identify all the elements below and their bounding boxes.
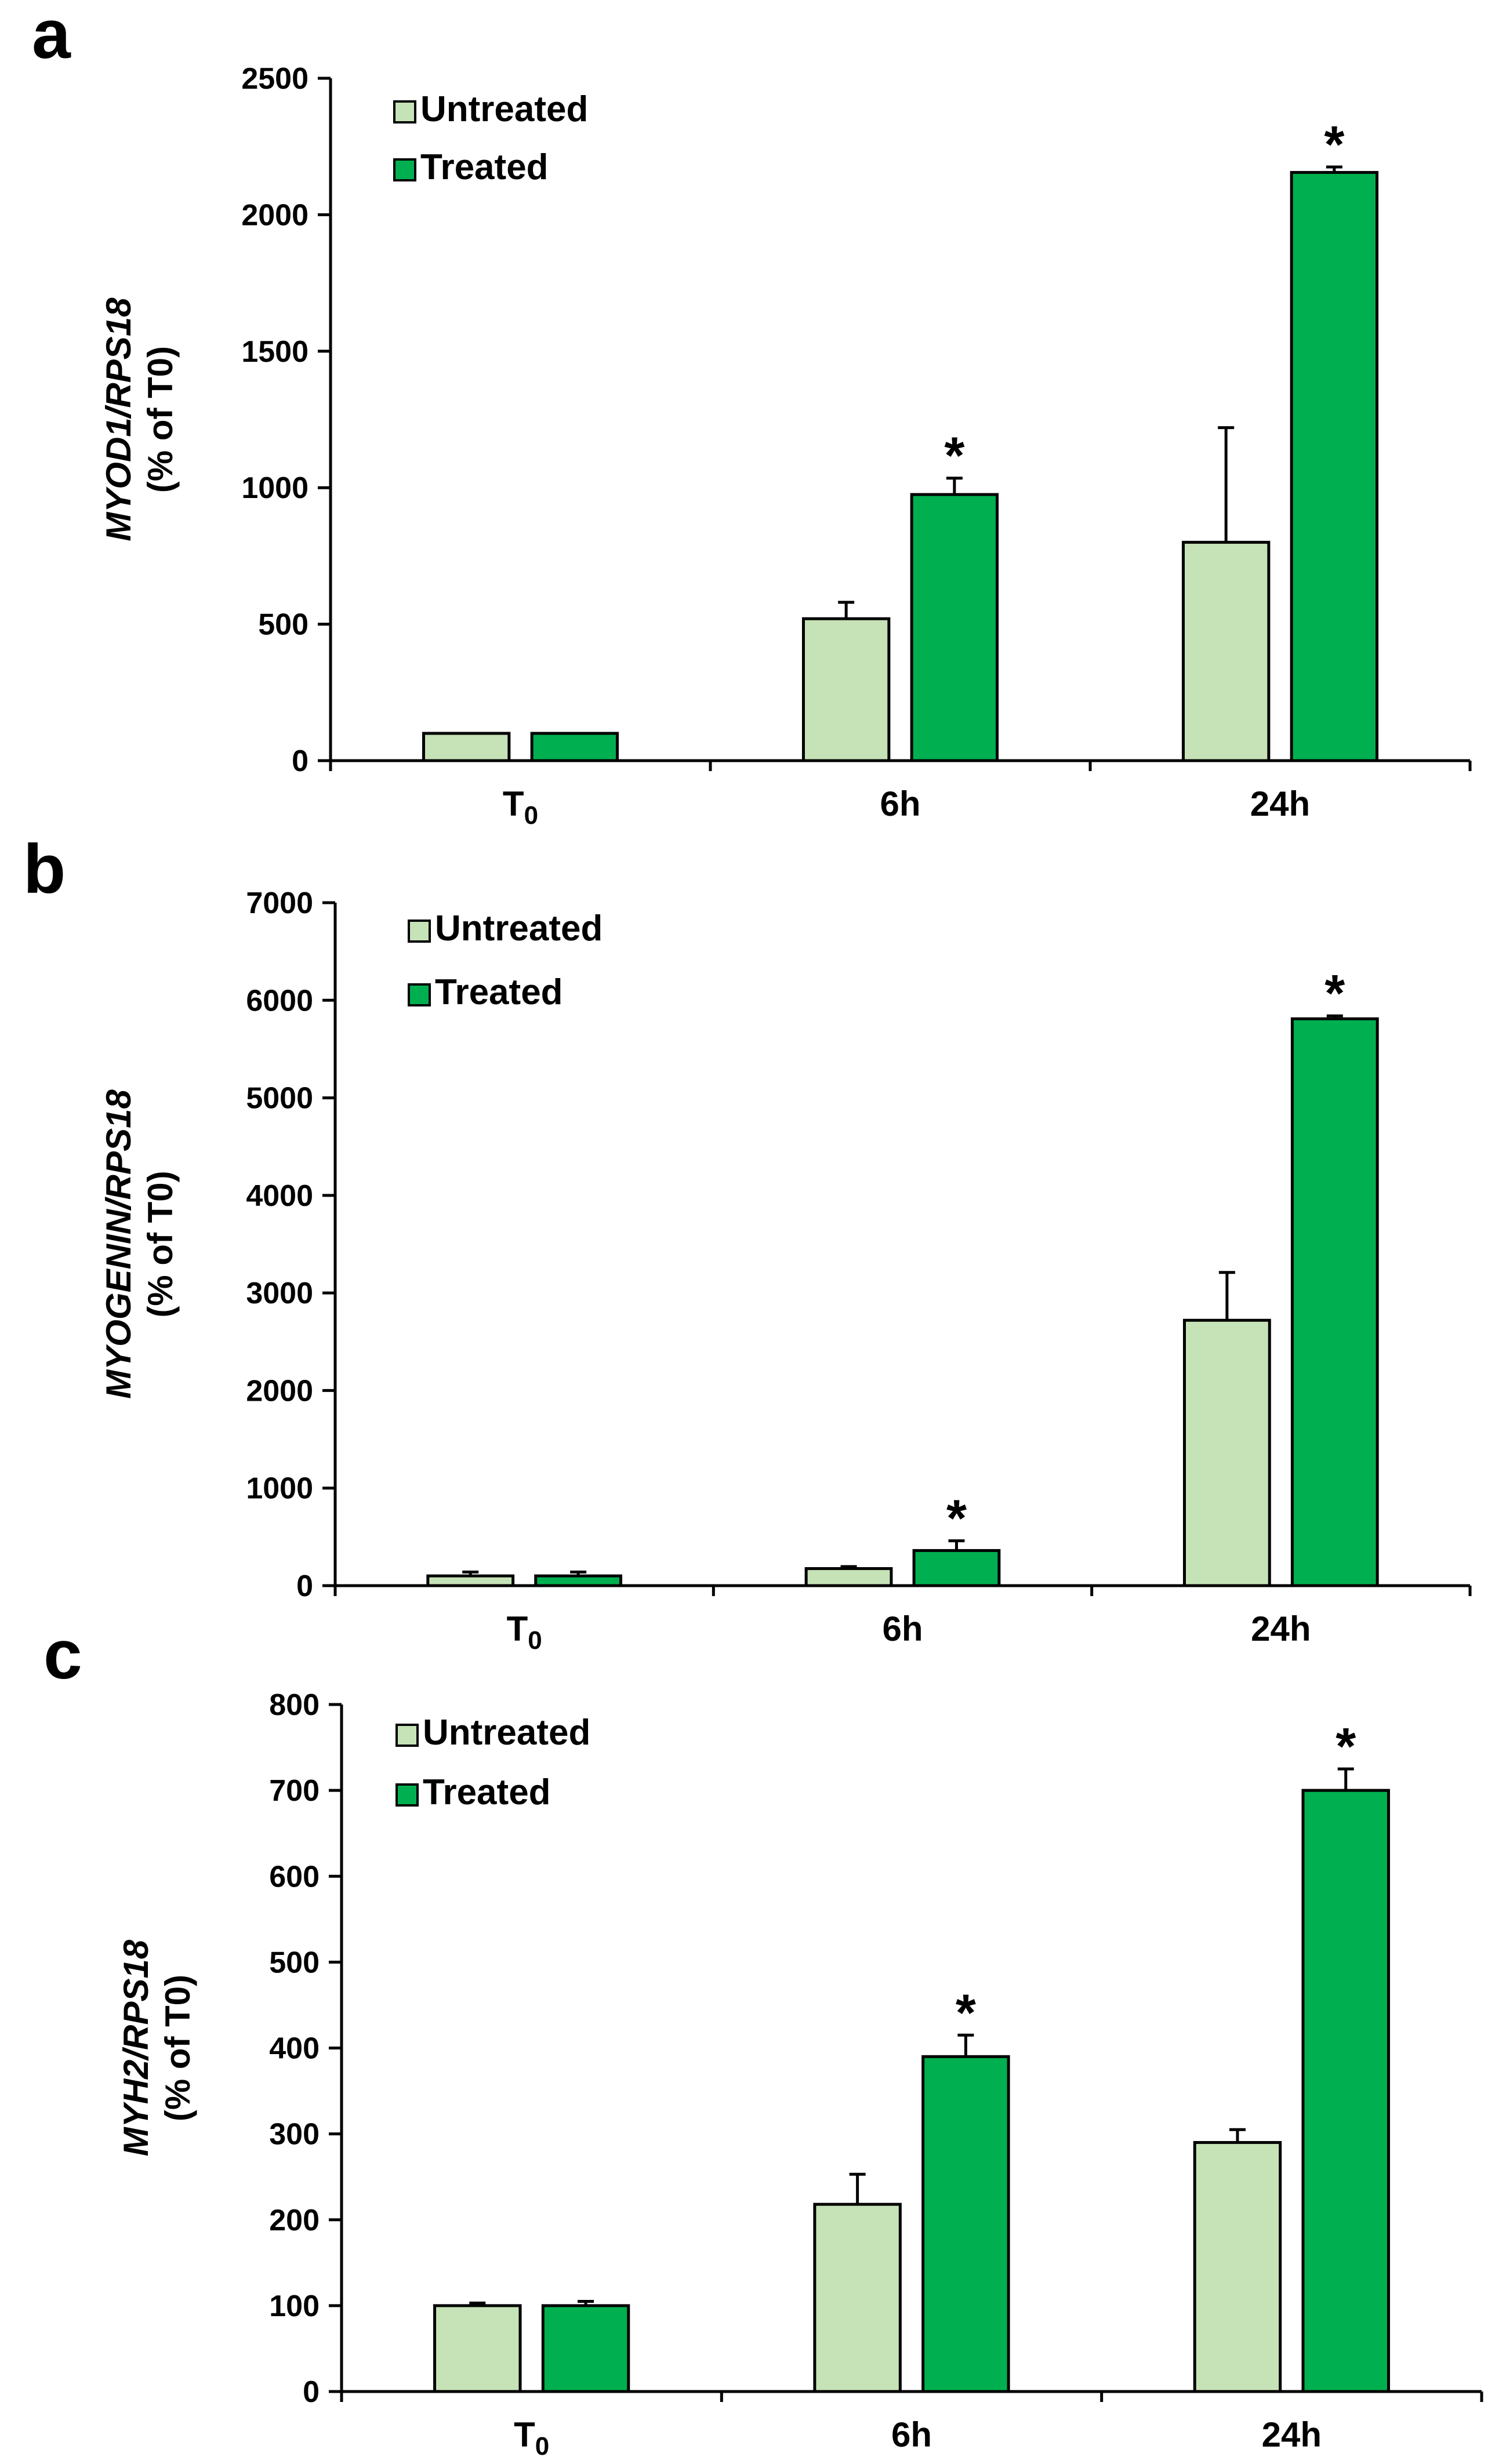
legend-label-treated: Treated xyxy=(420,147,549,187)
bar-untreated-24h xyxy=(1193,2140,1282,2393)
y-tick-label: 0 xyxy=(292,744,309,778)
y-tick-label: 600 xyxy=(269,1860,320,1894)
bar-untreated-6h xyxy=(801,617,891,762)
y-tick-label: 200 xyxy=(269,2204,320,2237)
x-tick-label-main: 24h xyxy=(1251,1609,1311,1648)
legend-label-untreated: Untreated xyxy=(435,908,603,948)
bar-treated-6h xyxy=(921,2055,1010,2393)
bar-untreated-24h xyxy=(1181,540,1271,762)
panel-letter: b xyxy=(23,830,66,908)
bar-treated-6h xyxy=(910,493,999,762)
y-tick-label: 2000 xyxy=(246,1374,313,1408)
y-tick-label: 0 xyxy=(303,2375,320,2409)
x-tick-label-main: 6h xyxy=(880,784,920,823)
y-tick-label: 5000 xyxy=(246,1082,313,1115)
x-tick-label-subscript: 0 xyxy=(524,801,538,830)
legend-label-untreated: Untreated xyxy=(423,1713,590,1753)
y-tick-label: 2500 xyxy=(241,62,309,96)
x-tick-label-subscript: 0 xyxy=(528,1626,542,1655)
y-tick-label: 6000 xyxy=(246,984,313,1017)
x-tick-label: T0 xyxy=(503,784,538,830)
panel-letter: a xyxy=(32,0,71,73)
x-tick-label: 6h xyxy=(891,2415,932,2454)
chart-panel-c: c 0 100 200 300 400 500 600 700 800 MYH2/RPS18(% o… xyxy=(43,1616,1483,2461)
bar-treated-t xyxy=(541,2304,630,2393)
x-tick-label: T0 xyxy=(507,1609,542,1655)
x-tick-label-main: 24h xyxy=(1262,2415,1322,2454)
legend-label-treated: Treated xyxy=(435,972,563,1012)
chart-panel-a: a 0 500 1000 1500 2000 2500 MYOD1/RPS18(% of T0… xyxy=(32,0,1472,830)
bar-treated-6h xyxy=(912,1549,1001,1587)
bar-untreated-t xyxy=(433,2304,522,2393)
y-tick-label: 1000 xyxy=(241,471,309,505)
x-tick-label-main: T xyxy=(503,784,524,823)
x-tick-label-main: 6h xyxy=(882,1609,923,1648)
y-tick-label: 1500 xyxy=(241,335,309,369)
y-tick-label: 800 xyxy=(269,1688,320,1722)
y-tick-label: 500 xyxy=(258,608,309,642)
significance-marker: * xyxy=(1324,116,1344,174)
y-tick-label: 100 xyxy=(269,2289,320,2323)
y-tick-label: 0 xyxy=(296,1569,313,1603)
significance-marker: * xyxy=(956,1984,976,2042)
y-tick-label: 1000 xyxy=(246,1472,313,1506)
x-tick-label: 24h xyxy=(1250,784,1310,823)
bar-untreated-6h xyxy=(813,2203,902,2393)
legend-swatch-untreated xyxy=(408,920,431,943)
y-tick-label: 700 xyxy=(269,1774,320,1808)
y-axis-title: MYOGENIN/RPS18(% of T0) xyxy=(99,1089,180,1399)
legend-label-treated: Treated xyxy=(423,1772,551,1812)
x-tick-label-main: T xyxy=(514,2415,535,2454)
chart-panel-b: b 0 1000 2000 3000 4000 5000 6000 7000 MYOGENIN/R… xyxy=(23,830,1472,1655)
bar-treated-t xyxy=(534,1574,623,1587)
legend-label-untreated: Untreated xyxy=(420,89,588,129)
y-axis-title-gene: MYH2/RPS18 xyxy=(117,1939,155,2156)
x-tick-label-main: 6h xyxy=(891,2415,932,2454)
y-tick-label: 3000 xyxy=(246,1277,313,1310)
bar-treated-24h xyxy=(1290,170,1379,762)
y-tick-label: 2000 xyxy=(241,198,309,232)
significance-marker: * xyxy=(1324,965,1345,1023)
significance-marker: * xyxy=(944,427,964,485)
panel-letter: c xyxy=(43,1616,82,1693)
x-tick-label: 6h xyxy=(880,784,920,823)
y-axis-title-unit: (% of T0) xyxy=(141,346,180,493)
x-tick-label: T0 xyxy=(514,2415,549,2461)
y-axis-title-gene: MYOGENIN/RPS18 xyxy=(99,1089,138,1399)
x-tick-label: 24h xyxy=(1262,2415,1322,2454)
y-axis-title: MYOD1/RPS18(% of T0) xyxy=(99,297,180,542)
bar-untreated-t xyxy=(426,1574,515,1587)
x-tick-label: 6h xyxy=(882,1609,923,1648)
bar-untreated-t xyxy=(422,732,511,762)
significance-marker: * xyxy=(946,1490,967,1548)
y-axis-title-unit: (% of T0) xyxy=(141,1171,180,1317)
y-tick-label: 400 xyxy=(269,2032,320,2066)
x-tick-label-main: 24h xyxy=(1250,784,1310,823)
legend-swatch-treated xyxy=(393,158,416,181)
y-axis-title-gene: MYOD1/RPS18 xyxy=(99,297,138,542)
y-tick-label: 7000 xyxy=(246,886,313,920)
y-tick-label: 300 xyxy=(269,2118,320,2152)
x-tick-label-main: T xyxy=(507,1609,528,1648)
legend-swatch-treated xyxy=(408,983,431,1006)
legend-swatch-untreated xyxy=(395,1724,419,1747)
x-tick-label-subscript: 0 xyxy=(535,2432,549,2461)
x-tick-label: 24h xyxy=(1251,1609,1311,1648)
legend-swatch-untreated xyxy=(393,100,416,123)
bar-treated-24h xyxy=(1301,1789,1390,2393)
bar-untreated-6h xyxy=(804,1567,893,1587)
bar-treated-t xyxy=(530,732,619,762)
y-axis-title: MYH2/RPS18(% of T0) xyxy=(117,1939,197,2156)
y-axis-title-unit: (% of T0) xyxy=(158,1975,197,2121)
y-tick-label: 500 xyxy=(269,1946,320,1979)
legend-swatch-treated xyxy=(395,1783,419,1807)
bar-untreated-24h xyxy=(1182,1318,1271,1587)
y-tick-label: 4000 xyxy=(246,1179,313,1213)
significance-marker: * xyxy=(1336,1718,1356,1776)
bar-treated-24h xyxy=(1290,1017,1379,1587)
